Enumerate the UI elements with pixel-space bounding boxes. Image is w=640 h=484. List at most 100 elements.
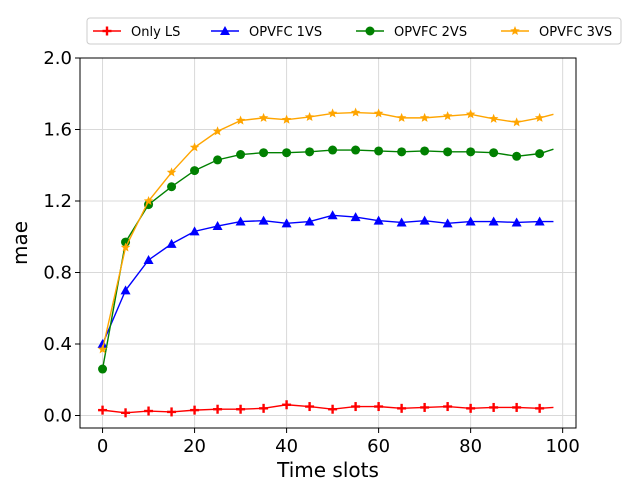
data-point-opvfc-1vs [304,216,315,226]
data-point-only-ls [512,402,522,412]
data-point-opvfc-3vs [442,111,453,121]
y-tick-label: 2.0 [43,48,72,69]
data-point-opvfc-3vs [488,113,499,123]
y-tick-label: 1.2 [43,191,72,212]
legend-entry-opvfc-1vs: OPVFC 1VS [211,25,322,40]
data-point-opvfc-1vs [258,215,269,225]
y-tick-label: 0.0 [43,405,72,426]
legend-box [86,17,622,45]
x-tick-label: 20 [183,436,206,457]
legend-label: Only LS [131,25,180,40]
data-point-opvfc-2vs [397,147,407,157]
x-tick-label: 40 [275,436,298,457]
legend-marker [220,26,230,35]
data-point-opvfc-1vs [511,217,522,227]
data-point-opvfc-1vs [442,218,453,228]
legend-entry-only-ls: Only LS [93,25,180,40]
y-tick-label: 0.8 [43,262,72,283]
data-point-opvfc-1vs [235,216,246,226]
data-point-opvfc-3vs [396,112,407,122]
legend-marker [102,26,112,36]
data-point-opvfc-3vs [235,115,246,125]
data-point-opvfc-1vs [97,338,108,348]
data-point-opvfc-1vs [120,285,131,295]
data-point-opvfc-2vs [167,182,177,192]
data-point-only-ls [420,402,430,412]
x-tick-label: 100 [545,436,579,457]
data-point-opvfc-3vs [166,167,177,177]
data-point-only-ls [144,406,154,416]
data-point-opvfc-3vs [327,108,338,118]
data-point-opvfc-1vs [534,216,545,226]
data-point-opvfc-3vs [258,112,269,122]
data-point-opvfc-3vs [304,111,315,122]
data-point-opvfc-1vs [465,216,476,226]
data-point-opvfc-3vs [281,114,292,124]
data-point-opvfc-1vs [396,217,407,227]
series-opvfc-1vs [97,210,554,348]
data-point-only-ls [167,407,177,417]
series-opvfc-2vs [98,145,554,374]
data-point-only-ls [351,402,361,412]
data-point-only-ls [397,403,407,413]
data-point-opvfc-1vs [327,210,338,220]
series-opvfc-3vs [97,107,554,354]
data-point-opvfc-3vs [97,344,108,354]
data-point-opvfc-3vs [419,112,430,122]
data-point-opvfc-1vs [189,226,200,236]
series-only-ls [98,400,554,418]
data-point-opvfc-2vs [282,148,292,158]
data-point-only-ls [535,403,545,413]
data-point-opvfc-2vs [420,146,430,156]
data-point-opvfc-3vs [350,107,361,117]
series-layer [97,107,554,418]
legend-entry-opvfc-3vs: OPVFC 3VS [501,25,612,40]
data-point-only-ls [98,405,108,415]
data-point-only-ls [489,402,499,412]
data-point-only-ls [259,403,269,413]
data-point-opvfc-2vs [213,155,223,165]
data-point-opvfc-2vs [489,148,499,158]
y-tick-label: 0.4 [43,334,72,355]
x-tick-label: 60 [367,436,390,457]
data-point-opvfc-1vs [373,215,384,225]
legend-label: OPVFC 2VS [394,25,467,40]
data-point-opvfc-3vs [120,242,131,252]
data-point-only-ls [443,402,453,412]
data-point-opvfc-3vs [373,108,384,118]
data-point-only-ls [305,402,315,412]
y-axis-label: mae [8,221,32,265]
data-point-opvfc-1vs [488,216,499,226]
data-point-opvfc-1vs [166,238,177,248]
data-point-opvfc-1vs [281,218,292,228]
data-point-opvfc-1vs [419,215,430,225]
data-point-opvfc-2vs [466,147,476,157]
data-point-opvfc-3vs [534,112,545,122]
data-point-only-ls [374,402,384,412]
data-point-only-ls [282,400,292,410]
data-point-opvfc-2vs [351,145,361,155]
data-point-opvfc-2vs [443,147,453,157]
data-point-opvfc-3vs [189,142,200,152]
data-point-opvfc-3vs [465,109,476,119]
data-point-opvfc-2vs [259,148,269,158]
data-point-only-ls [121,408,131,418]
data-point-opvfc-1vs [212,221,223,231]
data-point-opvfc-3vs [511,117,522,127]
data-point-only-ls [466,403,476,413]
data-point-only-ls [213,404,223,414]
data-point-opvfc-2vs [512,151,522,161]
data-point-opvfc-1vs [350,212,361,222]
data-point-opvfc-2vs [535,149,545,159]
data-point-opvfc-2vs [374,146,384,156]
legend-marker [510,26,520,36]
data-point-only-ls [190,405,200,415]
legend-label: OPVFC 1VS [249,25,322,40]
data-point-opvfc-2vs [236,150,246,160]
y-tick-label: 1.6 [43,119,72,140]
data-point-opvfc-2vs [305,147,315,157]
data-point-opvfc-2vs [328,145,338,155]
